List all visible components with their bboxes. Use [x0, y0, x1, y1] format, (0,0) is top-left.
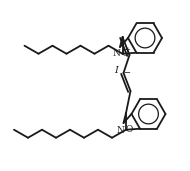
Text: −: − — [124, 68, 131, 77]
Text: +: + — [124, 47, 130, 53]
Text: O: O — [126, 125, 133, 134]
Text: O: O — [122, 49, 129, 58]
Text: N: N — [116, 126, 124, 135]
Text: I: I — [115, 66, 119, 75]
Text: N: N — [113, 49, 120, 58]
